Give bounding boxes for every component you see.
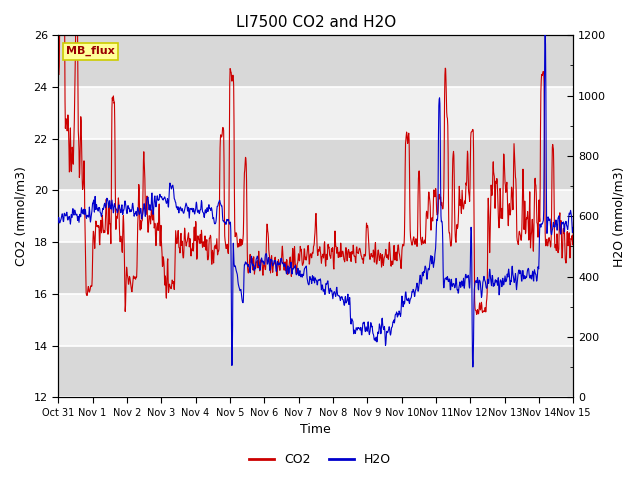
Legend: CO2, H2O: CO2, H2O — [244, 448, 396, 471]
Bar — [58, 36, 573, 87]
Bar — [58, 139, 573, 191]
Bar — [58, 242, 573, 294]
Y-axis label: H2O (mmol/m3): H2O (mmol/m3) — [612, 166, 625, 266]
Bar — [58, 191, 573, 242]
Bar — [58, 346, 573, 397]
Bar — [58, 87, 573, 139]
Title: LI7500 CO2 and H2O: LI7500 CO2 and H2O — [236, 15, 396, 30]
Text: MB_flux: MB_flux — [66, 46, 115, 57]
X-axis label: Time: Time — [300, 423, 332, 436]
Y-axis label: CO2 (mmol/m3): CO2 (mmol/m3) — [15, 167, 28, 266]
Bar — [58, 294, 573, 346]
